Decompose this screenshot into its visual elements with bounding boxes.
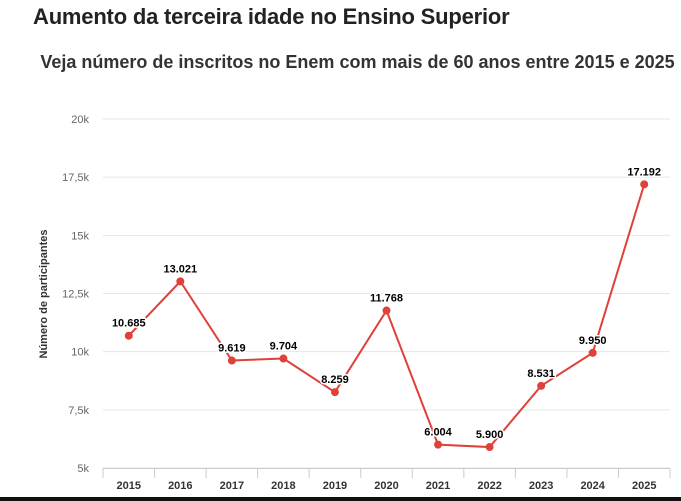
x-tick-label: 2024 (580, 480, 605, 492)
data-point[interactable] (588, 348, 597, 357)
data-point[interactable] (227, 356, 236, 365)
y-axis-title: Número de participantes (38, 230, 50, 359)
data-label: 6.004 (424, 427, 452, 439)
data-label: 11.768 (370, 293, 403, 305)
page-headline: Aumento da terceira idade no Ensino Supe… (33, 4, 510, 29)
y-tick-label: 20k (71, 114, 89, 126)
data-point[interactable] (279, 354, 288, 363)
data-point[interactable] (382, 306, 391, 315)
x-tick-label: 2018 (271, 480, 295, 492)
data-label: 9.704 (270, 341, 298, 353)
data-label: 9.619 (218, 343, 246, 355)
data-point[interactable] (434, 440, 443, 449)
data-point[interactable] (124, 331, 133, 340)
y-tick-label: 15k (71, 230, 89, 242)
y-axis: 5k 7,5k 10k 12,5k 15k 17,5k 20k (62, 114, 89, 475)
series-line (128, 184, 646, 449)
y-tick-label: 5k (77, 463, 89, 475)
x-tick-label: 2019 (323, 480, 347, 492)
chart-title: Veja número de inscritos no Enem com mai… (40, 52, 675, 72)
x-tick-label: 2020 (374, 480, 398, 492)
x-tick-label: 2021 (426, 480, 450, 492)
y-tick-label: 10k (71, 347, 89, 359)
x-tick-label: 2022 (477, 480, 501, 492)
y-tick-label: 7,5k (68, 405, 89, 417)
data-label: 13.021 (163, 263, 197, 275)
x-tick-label: 2017 (220, 480, 244, 492)
data-point[interactable] (485, 443, 494, 452)
data-label: 17.192 (627, 166, 661, 178)
data-point[interactable] (176, 277, 185, 286)
x-tick-label: 2015 (117, 480, 141, 492)
data-point[interactable] (640, 180, 649, 189)
data-labels: 10.685 13.021 9.619 9.704 8.259 11.768 6.004 5.… (110, 165, 662, 443)
data-label: 9.950 (579, 335, 607, 347)
data-points (124, 180, 649, 452)
data-label: 8.531 (527, 368, 555, 380)
data-label: 5.900 (476, 429, 504, 441)
y-tick-label: 12,5k (62, 289, 89, 301)
x-tick-label: 2023 (529, 480, 553, 492)
data-point[interactable] (537, 381, 546, 390)
x-axis: 2015 2016 2017 2018 2019 2020 2021 2022 2023 2024… (102, 468, 671, 492)
data-label: 8.259 (321, 374, 349, 386)
y-tick-label: 17,5k (62, 172, 89, 184)
x-tick-label: 2016 (168, 480, 192, 492)
data-label: 10.685 (112, 318, 146, 330)
bottom-divider (0, 497, 681, 501)
x-tick-label: 2025 (632, 480, 656, 492)
data-point[interactable] (330, 388, 339, 397)
